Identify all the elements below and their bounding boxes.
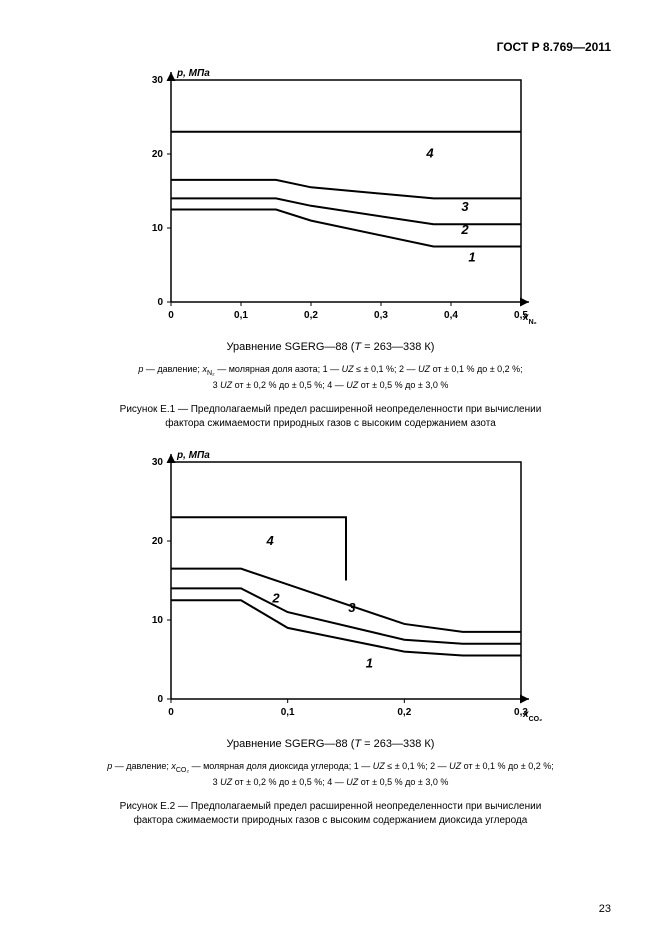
svg-text:0: 0 [168,707,174,718]
svg-text:10: 10 [151,223,163,234]
svg-text:0,1: 0,1 [234,310,248,321]
svg-text:2: 2 [460,222,469,237]
chart-e2: 010203000,10,20,3p, МПаxCO₂1234 Уравнени… [50,444,611,827]
svg-text:4: 4 [425,146,434,161]
chart-e1-svg: 010203000,10,20,30,40,5p, МПаxN₂1234 [116,62,546,337]
svg-text:0,4: 0,4 [444,310,458,321]
chart-e2-caption: Рисунок Е.2 — Предполагаемый предел расш… [50,800,611,827]
svg-text:0: 0 [157,694,163,705]
svg-text:1: 1 [468,249,475,264]
chart-e2-svg: 010203000,10,20,3p, МПаxCO₂1234 [116,444,546,734]
svg-text:3: 3 [461,199,469,214]
svg-text:p, МПа: p, МПа [176,68,210,79]
chart-e2-equation: Уравнение SGERG—88 (T = 263—338 К) [50,738,611,750]
svg-text:2: 2 [271,591,280,606]
chart-e1-caption: Рисунок Е.1 — Предполагаемый предел расш… [50,403,611,430]
svg-text:0: 0 [168,310,174,321]
svg-text:10: 10 [151,615,163,626]
svg-text:30: 30 [151,75,163,86]
svg-text:4: 4 [265,533,274,548]
svg-text:0: 0 [157,297,163,308]
svg-text:xN₂: xN₂ [522,312,537,326]
svg-text:0,1: 0,1 [280,707,294,718]
svg-text:p, МПа: p, МПа [176,450,210,461]
svg-text:1: 1 [365,656,372,671]
chart-e2-legend: p — давление; xCO₂ — молярная доля диокс… [50,760,611,788]
svg-text:0,2: 0,2 [397,707,411,718]
svg-text:3: 3 [348,600,356,615]
chart-e1-equation: Уравнение SGERG—88 (T = 263—338 К) [50,341,611,353]
svg-text:0,3: 0,3 [374,310,388,321]
svg-text:20: 20 [151,536,163,547]
svg-text:xCO₂: xCO₂ [522,709,542,723]
svg-text:30: 30 [151,457,163,468]
svg-text:20: 20 [151,149,163,160]
chart-e1-legend: p — давление; xN₂ — молярная доля азота;… [50,363,611,391]
svg-text:0,2: 0,2 [304,310,318,321]
chart-e1: 010203000,10,20,30,40,5p, МПаxN₂1234 Ура… [50,62,611,430]
page-number: 23 [599,903,611,915]
document-header: ГОСТ Р 8.769—2011 [50,40,611,54]
